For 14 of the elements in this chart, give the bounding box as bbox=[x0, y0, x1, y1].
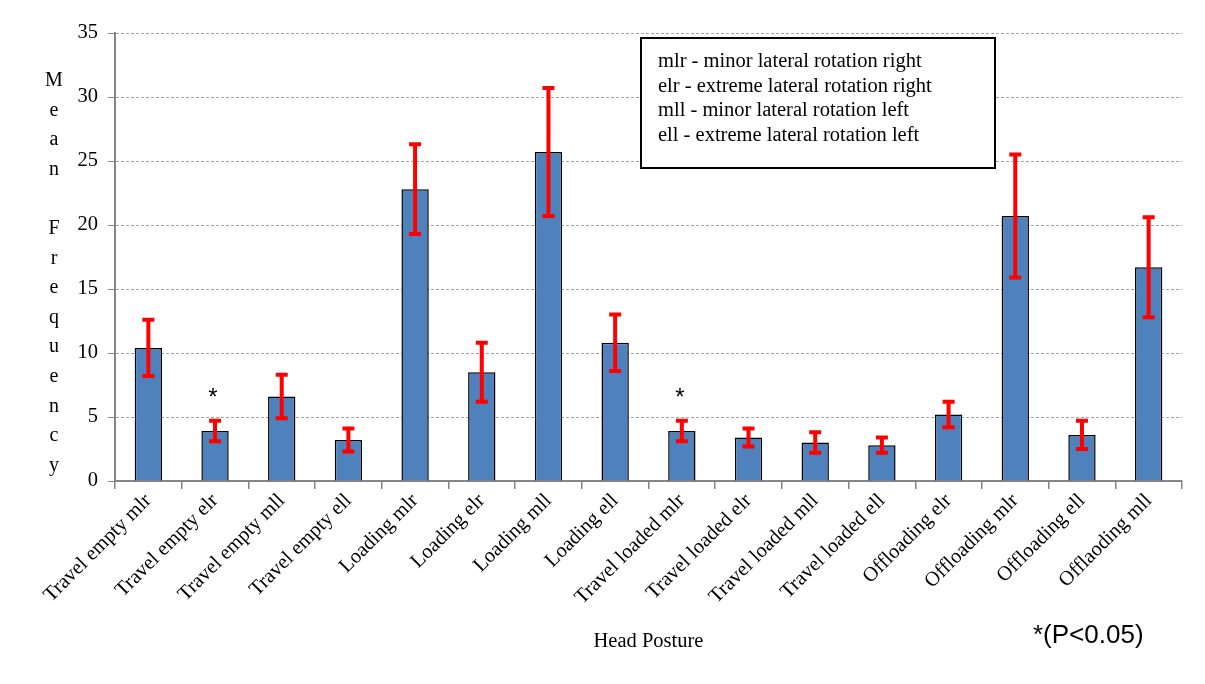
y-tick-label: 0 bbox=[87, 468, 98, 491]
y-tick-label: 15 bbox=[77, 276, 98, 299]
annotation: mlr - minor lateral rotation right elr - extreme lateral rotation right mll - minor lateral rotation left ell - extreme lateral rotation left bbox=[658, 48, 932, 146]
y-tick-label: 25 bbox=[77, 148, 98, 171]
y-axis-title: Mean Frequency bbox=[43, 68, 65, 483]
y-tick-label: 10 bbox=[77, 340, 98, 363]
x-axis-title: Head Posture bbox=[593, 629, 704, 652]
y-tick-label: 5 bbox=[87, 404, 98, 427]
annotation: * bbox=[675, 382, 685, 410]
annotation: * bbox=[208, 382, 218, 410]
text: *(P<0.05) bbox=[1033, 619, 1144, 650]
y-tick-label: 35 bbox=[77, 20, 98, 43]
y-tick-label: 30 bbox=[77, 84, 98, 107]
y-tick-label: 20 bbox=[77, 212, 98, 235]
